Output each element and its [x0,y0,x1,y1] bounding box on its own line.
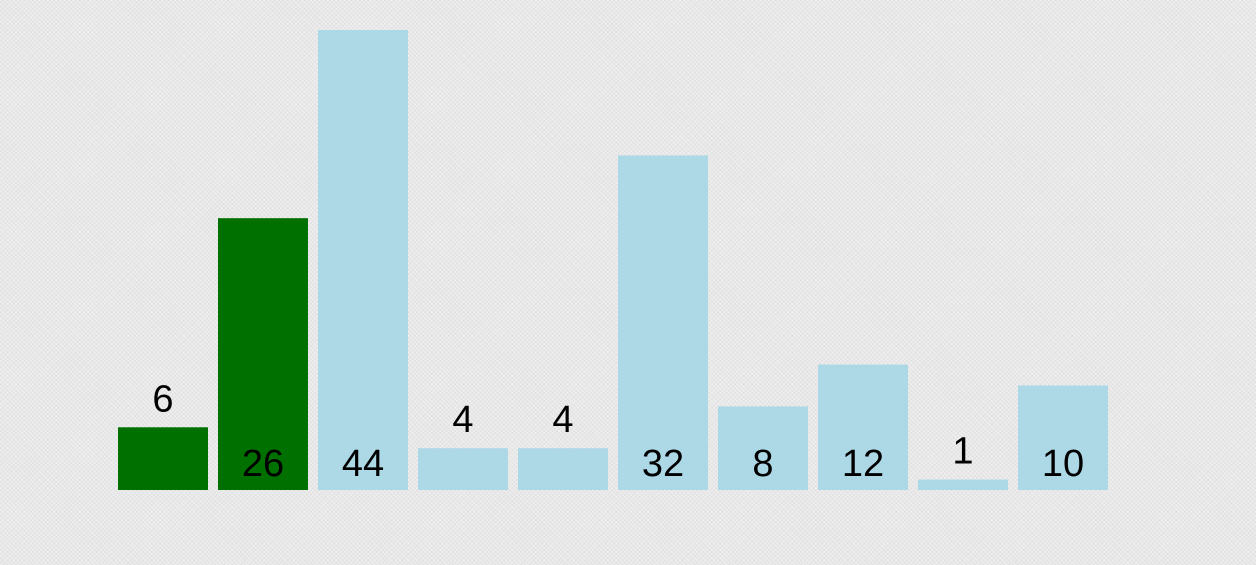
bar-value-label-2: 26 [242,443,284,485]
bar-value-label-10: 10 [1042,443,1084,485]
bar-7 [718,406,808,490]
bar-value-label-7: 8 [752,443,773,485]
bar-value-label-3: 44 [342,443,384,485]
bar-2 [218,218,308,490]
bar-4 [418,448,508,490]
bar-value-label-9: 1 [952,431,973,473]
bar-value-label-4: 4 [452,399,473,441]
bar-10 [1018,385,1108,490]
bar-value-label-8: 12 [842,443,884,485]
labels-group: 626 444 432 8 12 1 10 [152,378,1084,485]
bar-6 [618,155,708,491]
bar-value-label-1: 6 [152,378,173,420]
bar-3 [318,30,408,490]
bar-9 [918,479,1008,490]
bar-5 [518,448,608,490]
bars-group [118,30,1108,491]
bar-1 [118,427,208,490]
bar-value-label-6: 32 [642,443,684,485]
bar-value-label-5: 4 [552,399,573,441]
bar-8 [818,364,908,490]
